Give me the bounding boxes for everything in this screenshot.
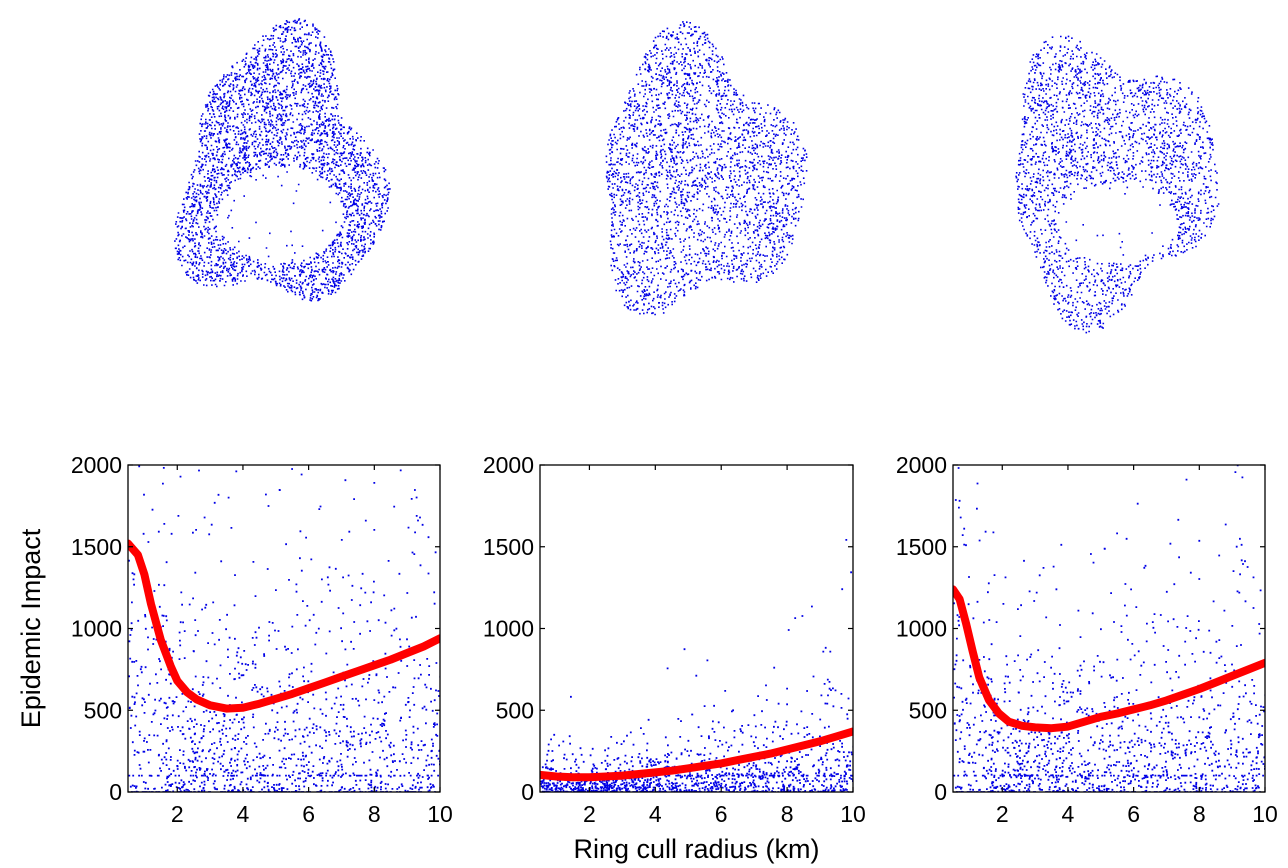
chart-panel-2: 2 4 6 8 10 0 500 1000 1500 2000 Ring cull radius (…: [483, 452, 866, 864]
y-tick-label: 2000: [896, 452, 947, 478]
x-tick-label: 2: [996, 801, 1009, 827]
y-tick-label: 500: [496, 697, 534, 723]
map-points: [1015, 35, 1220, 334]
maps-row: [174, 18, 1220, 334]
x-tick-label: 4: [237, 801, 250, 827]
x-tick-label: 2: [171, 801, 184, 827]
y-tick-label: 2000: [483, 452, 534, 478]
x-axis-title: Ring cull radius (km): [573, 834, 819, 864]
x-tick-label: 8: [1193, 801, 1206, 827]
y-tick-label: 1500: [896, 534, 947, 560]
x-tick-label: 8: [368, 801, 381, 827]
y-tick-label: 1000: [71, 616, 122, 642]
x-tick-label: 10: [427, 801, 453, 827]
y-tick-label: 1500: [71, 534, 122, 560]
y-tick-label: 0: [521, 779, 534, 805]
chart-panel-3: 2 4 6 8 10 0 500 1000 1500 2000: [896, 452, 1278, 827]
map-points: [174, 18, 391, 302]
scatter-points: [953, 465, 1265, 792]
scatter-points: [540, 539, 853, 792]
x-tick-label: 4: [1062, 801, 1075, 827]
y-tick-label: 500: [84, 697, 122, 723]
y-tick-label: 2000: [71, 452, 122, 478]
axes-box: [952, 464, 1266, 793]
y-tick-label: 500: [909, 697, 947, 723]
x-tick-label: 6: [1127, 801, 1140, 827]
map-points: [605, 21, 808, 316]
x-tick-label: 10: [1252, 801, 1278, 827]
y-axis-title: Epidemic Impact: [16, 528, 46, 728]
trend-line: [128, 539, 440, 713]
x-tick-label: 8: [781, 801, 794, 827]
x-tick-label: 2: [583, 801, 596, 827]
y-tick-label: 0: [934, 779, 947, 805]
y-tick-label: 1000: [483, 616, 534, 642]
scatter-points: [128, 465, 440, 792]
trend-line: [540, 727, 853, 782]
y-tick-label: 0: [109, 779, 122, 805]
x-tick-label: 6: [302, 801, 315, 827]
axes-box: [127, 464, 441, 793]
map-1: [174, 18, 391, 302]
y-tick-label: 1500: [483, 534, 534, 560]
x-tick-label: 4: [649, 801, 662, 827]
map-2: [605, 21, 808, 316]
x-tick-label: 6: [715, 801, 728, 827]
chart-panel-1: 2 4 6 8 10 0 500 1000 1500 2000 Epidemic Impact: [16, 452, 453, 827]
y-tick-label: 1000: [896, 616, 947, 642]
trend-line: [953, 585, 1265, 733]
map-3: [1015, 35, 1220, 334]
x-tick-label: 10: [840, 801, 866, 827]
